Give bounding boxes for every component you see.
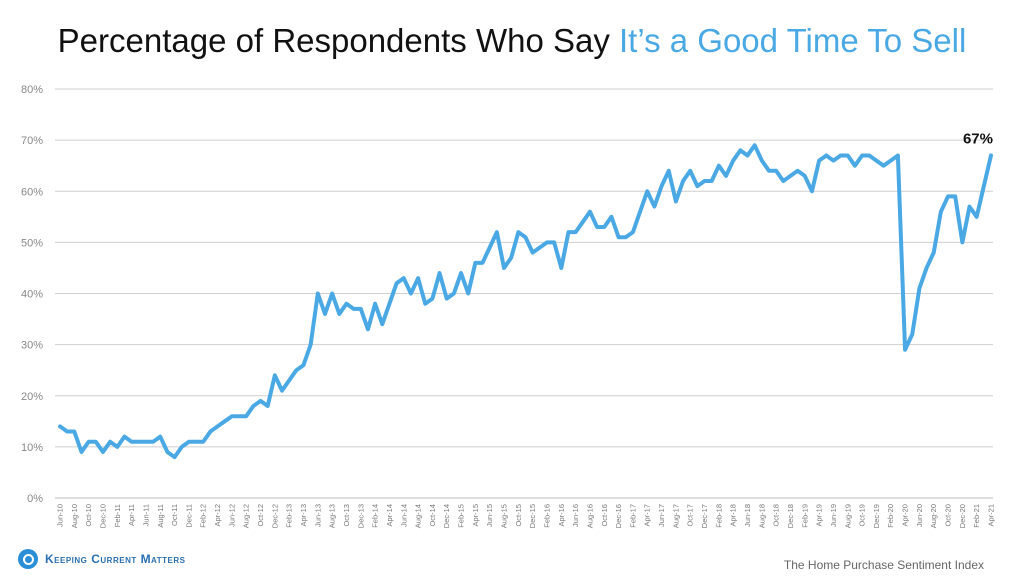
x-tick-label: Apr-18	[729, 504, 738, 527]
y-axis-ticks: 0% 10% 20% 30% 40% 50% 60% 70% 80%	[21, 84, 43, 505]
x-tick-label: Oct-10	[84, 504, 93, 527]
source-note: The Home Purchase Sentiment Index	[783, 558, 984, 572]
title-highlight: It’s a Good Time To Sell	[619, 22, 967, 59]
chart-title: Percentage of Respondents Who Say It’s a…	[0, 22, 1024, 60]
x-tick-label: Feb-16	[542, 504, 551, 528]
x-tick-label: Aug-11	[156, 504, 165, 528]
x-tick-label: Dec-20	[958, 504, 967, 528]
x-tick-label: Feb-12	[199, 504, 208, 528]
x-tick-label: Feb-14	[371, 504, 380, 528]
x-tick-label: Apr-11	[127, 504, 136, 526]
x-tick-label: Feb-20	[886, 504, 895, 528]
x-tick-label: Oct-18	[772, 504, 781, 527]
x-tick-label: Oct-17	[686, 504, 695, 527]
x-tick-label: Oct-13	[342, 504, 351, 527]
x-tick-label: Aug-14	[414, 504, 423, 528]
brand-logo: Keeping Current Matters	[18, 548, 185, 570]
y-tick-label: 30%	[21, 340, 43, 352]
annotation-layer: 67%	[963, 130, 993, 147]
x-tick-label: Apr-20	[901, 504, 910, 527]
x-tick-label: Oct-14	[428, 504, 437, 527]
x-tick-label: Jun-13	[313, 504, 322, 527]
logo-text: Keeping Current Matters	[45, 552, 186, 566]
logo-icon	[18, 549, 38, 569]
series-layer	[58, 143, 993, 460]
x-tick-label: Jun-20	[915, 504, 924, 527]
y-tick-label: 0%	[27, 493, 43, 505]
x-tick-label: Jun-18	[743, 504, 752, 527]
y-tick-label: 50%	[21, 237, 43, 249]
x-tick-label: Dec-18	[786, 504, 795, 528]
x-tick-label: Apr-15	[471, 504, 480, 527]
x-tick-label: Jun-16	[571, 504, 580, 527]
x-tick-label: Aug-16	[585, 504, 594, 528]
x-tick-label: Dec-16	[614, 504, 623, 528]
y-tick-label: 20%	[21, 391, 43, 403]
x-tick-label: Apr-13	[299, 504, 308, 527]
x-tick-label: Jun-19	[829, 504, 838, 527]
x-tick-label: Oct-11	[170, 504, 179, 526]
x-tick-label: Aug-20	[929, 504, 938, 528]
x-tick-label: Dec-10	[98, 504, 107, 528]
x-tick-label: Apr-17	[643, 504, 652, 527]
x-tick-label: Apr-19	[815, 504, 824, 527]
x-tick-label: Dec-14	[442, 504, 451, 528]
x-tick-label: Feb-19	[800, 504, 809, 528]
x-tick-label: Feb-11	[113, 504, 122, 527]
x-tick-label: Feb-13	[285, 504, 294, 528]
x-tick-label: Dec-12	[270, 504, 279, 528]
x-tick-label: Jun-15	[485, 504, 494, 527]
x-tick-label: Apr-12	[213, 504, 222, 527]
y-tick-label: 70%	[21, 135, 43, 147]
x-tick-label: Oct-15	[514, 504, 523, 527]
x-tick-label: Feb-15	[457, 504, 466, 528]
x-tick-label: Apr-16	[557, 504, 566, 527]
x-tick-label: Aug-12	[242, 504, 251, 528]
x-tick-label: Dec-15	[528, 504, 537, 528]
x-tick-label: Aug-13	[328, 504, 337, 528]
x-tick-label: Dec-19	[872, 504, 881, 528]
x-tick-label: Jun-11	[141, 504, 150, 526]
x-tick-label: Aug-19	[843, 504, 852, 528]
x-tick-label: Aug-17	[671, 504, 680, 528]
x-tick-label: Dec-13	[356, 504, 365, 528]
x-tick-label: Aug-10	[70, 504, 79, 528]
x-tick-label: Aug-15	[500, 504, 509, 528]
x-tick-label: Oct-16	[600, 504, 609, 527]
y-tick-label: 60%	[21, 186, 43, 198]
x-tick-label: Feb-17	[628, 504, 637, 528]
x-axis-ticks: Jun-10 Aug-10 Oct-10 Dec-10 Feb-11 Apr-11 Jun-…	[56, 504, 996, 528]
x-tick-label: Jun-17	[657, 504, 666, 527]
x-tick-label: Jun-10	[56, 504, 65, 527]
x-tick-label: Oct-20	[944, 504, 953, 527]
x-tick-label: Apr-21	[987, 504, 996, 527]
x-tick-label: Jun-14	[399, 504, 408, 527]
x-tick-label: Jun-12	[227, 504, 236, 527]
title-main: Percentage of Respondents Who Say	[57, 22, 620, 59]
x-tick-label: Oct-19	[858, 504, 867, 527]
series-line	[58, 143, 993, 460]
x-tick-label: Dec-17	[700, 504, 709, 528]
x-tick-label: Oct-12	[256, 504, 265, 527]
y-tick-label: 40%	[21, 289, 43, 301]
x-tick-label: Feb-18	[714, 504, 723, 528]
x-tick-label: Apr-14	[385, 504, 394, 527]
y-tick-label: 10%	[21, 442, 43, 454]
grid-lines	[55, 88, 993, 499]
data-label-last: 67%	[963, 130, 993, 147]
x-tick-label: Aug-18	[757, 504, 766, 528]
y-tick-label: 80%	[21, 84, 43, 96]
line-chart: 0% 10% 20% 30% 40% 50% 60% 70% 80% Jun-10 Aug-10 O…	[21, 84, 996, 528]
x-tick-label: Feb-21	[972, 504, 981, 528]
x-tick-label: Dec-11	[184, 504, 193, 528]
